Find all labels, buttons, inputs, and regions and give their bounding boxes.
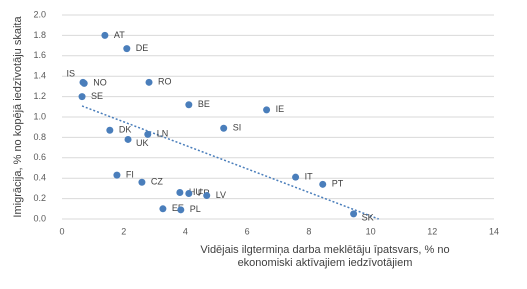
y-tick-label: 1.8	[33, 30, 46, 40]
point	[145, 78, 153, 86]
point	[263, 106, 271, 114]
point-label: RO	[158, 77, 172, 87]
y-tick-label: 1.0	[33, 111, 46, 121]
point-label: SI	[233, 123, 242, 133]
point	[159, 205, 167, 213]
y-tick-label: 1.4	[33, 71, 46, 81]
x-tick-label: 8	[306, 226, 311, 236]
point-label: NO	[93, 78, 107, 88]
y-tick-label: 0.4	[33, 173, 46, 183]
y-tick-label: 1.6	[33, 50, 46, 60]
point	[292, 173, 300, 181]
point	[350, 210, 358, 218]
point-label: LV	[216, 190, 226, 200]
point	[78, 93, 86, 101]
point-label: SK	[362, 212, 374, 222]
x-tick-label: 10	[366, 226, 376, 236]
x-tick-label: 6	[245, 226, 250, 236]
y-tick-label: 0.8	[33, 132, 46, 142]
y-tick-label: 2.0	[33, 9, 46, 19]
point	[220, 124, 228, 132]
point	[177, 206, 185, 214]
point-label: FR	[198, 188, 210, 198]
point-label: FI	[126, 170, 134, 180]
point-label: BE	[198, 99, 210, 109]
point-label: LN	[157, 129, 169, 139]
y-axis-label: Imigrācija, % no kopējā iedzīvotāju skai…	[12, 16, 24, 218]
point-label: DE	[136, 43, 149, 53]
point	[124, 135, 132, 143]
x-tick-label: 4	[183, 226, 188, 236]
y-tick-label: 0.6	[33, 152, 46, 162]
x-axis-label: Vidējais ilgtermiņa darba meklētāju īpat…	[200, 244, 450, 269]
x-tick-label: 14	[489, 226, 499, 236]
point-label: IT	[305, 172, 314, 182]
trendline	[81, 105, 379, 220]
point-label: HU	[189, 187, 202, 197]
point	[144, 130, 152, 138]
point	[185, 190, 193, 197]
point-label: PT	[332, 179, 344, 189]
point	[80, 79, 88, 87]
x-tick-label: 0	[59, 226, 64, 236]
point-label: PL	[190, 204, 201, 214]
point	[176, 188, 184, 196]
point-label: IE	[276, 104, 285, 114]
y-tick-label: 0.0	[33, 213, 46, 223]
point-label: IS	[66, 69, 75, 79]
point	[203, 192, 211, 200]
point-label: SE	[91, 91, 103, 101]
x-tick-label: 12	[427, 226, 437, 236]
point	[123, 45, 131, 53]
point-label: UK	[136, 138, 149, 148]
point	[319, 180, 327, 188]
point	[113, 171, 121, 179]
point-label: CZ	[151, 177, 163, 187]
x-tick-label: 2	[121, 226, 126, 236]
y-tick-label: 1.2	[33, 91, 46, 101]
point	[101, 31, 109, 39]
point-label: AT	[114, 30, 125, 40]
point-label: DK	[119, 125, 132, 135]
point	[106, 126, 114, 134]
y-tick-label: 0.2	[33, 193, 46, 203]
point	[185, 101, 193, 109]
point	[138, 178, 146, 186]
